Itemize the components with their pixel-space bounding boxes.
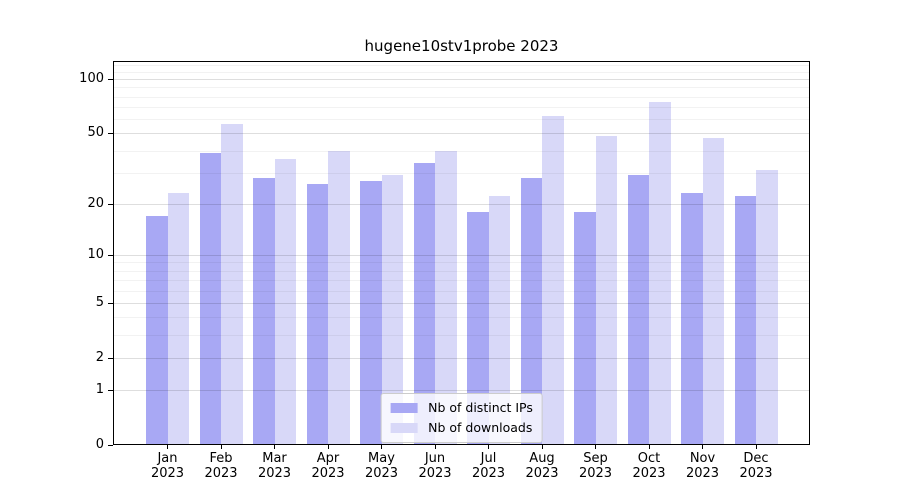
x-tick-label-month: Jan: [157, 451, 178, 466]
x-tick: [541, 445, 543, 449]
x-tick-label-year: 2023: [632, 466, 666, 481]
x-tick: [434, 445, 436, 449]
x-tick-label-month: Nov: [689, 451, 716, 466]
y-tick: [108, 390, 113, 391]
x-tick-label-year: 2023: [311, 466, 345, 481]
bar-distinct-ips-mar: [253, 178, 275, 444]
y-tick-label: 0: [95, 437, 104, 452]
y-tick: [108, 255, 113, 256]
bar-distinct-ips-dec: [734, 196, 756, 444]
y-tick: [108, 358, 113, 359]
x-tick-label-month: Sep: [583, 451, 608, 466]
bar-distinct-ips-feb: [199, 152, 221, 444]
bar-distinct-ips-nov: [681, 193, 703, 444]
bar-distinct-ips-apr: [306, 183, 328, 444]
y-tick: [108, 303, 113, 304]
x-tick-label-month: Jul: [480, 451, 497, 466]
x-tick-label-month: Jun: [424, 451, 446, 466]
legend-label-downloads: Nb of downloads: [428, 420, 533, 435]
bar-downloads-aug: [542, 116, 564, 444]
y-tick-label: 20: [87, 195, 104, 211]
x-tick-label-month: Aug: [529, 451, 555, 466]
bar-downloads-jul: [488, 196, 510, 444]
x-tick-label-year: 2023: [150, 466, 185, 481]
bar-distinct-ips-sep: [574, 211, 596, 444]
x-tick: [595, 445, 596, 449]
y-tick-label: 5: [95, 294, 104, 310]
y-tick-label: 50: [87, 125, 104, 141]
y-tick-label: 1: [95, 382, 104, 397]
x-tick: [327, 445, 329, 449]
x-tick-label-year: 2023: [739, 466, 773, 481]
plot-area: Nb of distinct IPs Nb of downloads: [113, 61, 810, 445]
bars-layer: [114, 62, 809, 444]
x-tick: [220, 445, 222, 449]
x-tick-label-month: May: [368, 451, 395, 466]
bar-downloads-oct: [649, 101, 671, 444]
y-tick: [108, 79, 113, 80]
x-tick: [488, 445, 489, 449]
bar-distinct-ips-jan: [146, 215, 168, 444]
legend-swatch-distinct-ips: [390, 403, 418, 413]
legend-label-distinct-ips: Nb of distinct IPs: [428, 400, 533, 415]
x-tick: [274, 445, 275, 449]
bar-downloads-nov: [702, 138, 724, 444]
x-tick-label-year: 2023: [578, 466, 613, 481]
y-tick: [108, 204, 113, 205]
bar-distinct-ips-jun: [413, 163, 435, 444]
x-tick-label-year: 2023: [257, 466, 292, 481]
x-tick-label-year: 2023: [364, 466, 399, 481]
x-tick-label-year: 2023: [471, 466, 506, 481]
legend-swatch-downloads: [390, 423, 418, 433]
bar-downloads-may: [381, 175, 403, 444]
chart-title: hugene10stv1probe 2023: [364, 37, 559, 55]
x-tick: [381, 445, 382, 449]
y-tick: [108, 133, 113, 134]
x-tick-label-month: Apr: [316, 451, 340, 466]
x-tick-label-month: Feb: [209, 451, 233, 466]
legend-item-distinct-ips: Nb of distinct IPs: [390, 400, 533, 416]
x-tick-label-month: Oct: [637, 451, 661, 466]
bar-distinct-ips-aug: [520, 178, 542, 444]
bar-distinct-ips-may: [360, 180, 382, 444]
bar-downloads-dec: [756, 170, 778, 444]
x-tick-label-month: Mar: [262, 451, 287, 466]
bar-distinct-ips-jul: [467, 211, 489, 444]
y-tick-label: 10: [87, 246, 104, 262]
bar-downloads-mar: [274, 158, 296, 444]
bar-distinct-ips-oct: [627, 175, 649, 444]
bar-downloads-sep: [595, 136, 617, 444]
x-tick-label-year: 2023: [204, 466, 238, 481]
x-tick: [755, 445, 757, 449]
x-tick-label-year: 2023: [685, 466, 720, 481]
x-tick-label-year: 2023: [525, 466, 559, 481]
y-tick: [108, 445, 113, 446]
bar-downloads-feb: [221, 124, 243, 444]
bar-downloads-apr: [328, 150, 350, 444]
y-tick-label: 2: [95, 349, 104, 365]
x-tick: [648, 445, 650, 449]
legend: Nb of distinct IPs Nb of downloads: [380, 393, 543, 443]
bar-downloads-jan: [167, 193, 189, 444]
x-tick-label-year: 2023: [418, 466, 452, 481]
legend-item-downloads: Nb of downloads: [390, 420, 533, 436]
x-tick: [167, 445, 168, 449]
x-tick: [702, 445, 703, 449]
x-tick-label-month: Dec: [743, 451, 769, 466]
y-tick-label: 100: [79, 71, 104, 86]
bar-downloads-jun: [435, 150, 457, 444]
